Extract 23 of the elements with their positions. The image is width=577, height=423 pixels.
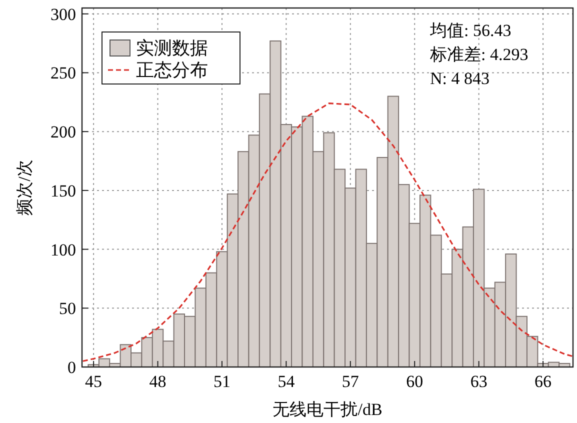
- y-tick-label: 150: [50, 181, 76, 200]
- y-tick-label: 50: [59, 299, 76, 318]
- x-tick-label: 48: [149, 372, 166, 391]
- x-tick-label: 66: [534, 372, 552, 391]
- legend-label: 正态分布: [136, 60, 208, 80]
- x-tick-label: 54: [278, 372, 296, 391]
- annotation: N: 4 843: [430, 69, 490, 88]
- y-tick-label: 200: [50, 122, 76, 142]
- y-axis-title: 频次/次: [15, 160, 34, 216]
- y-tick-label: 100: [50, 240, 76, 260]
- legend-label: 实测数据: [136, 38, 208, 58]
- x-tick-label: 60: [406, 372, 424, 391]
- x-tick-label: 45: [85, 372, 102, 391]
- x-tick-label: 57: [342, 372, 360, 391]
- annotation: 均值: 56.43: [429, 21, 512, 40]
- y-tick-label: 300: [50, 4, 76, 24]
- x-axis-title: 无线电干扰/dB: [272, 400, 382, 419]
- y-tick-label: 0: [68, 358, 76, 377]
- line-series: [82, 102, 574, 362]
- y-tick-label: 250: [50, 64, 76, 83]
- x-tick-label: 51: [213, 372, 230, 391]
- x-tick-label: 63: [470, 372, 488, 391]
- annotation: 标准差: 4.293: [429, 45, 528, 64]
